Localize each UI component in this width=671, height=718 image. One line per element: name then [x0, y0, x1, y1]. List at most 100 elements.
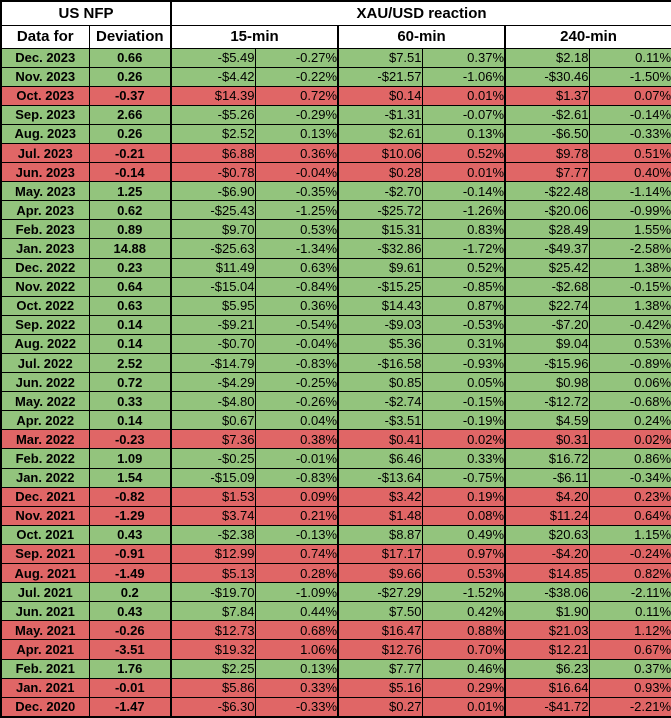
- month-cell: Jan. 2022: [0, 467, 90, 488]
- r60-usd-cell: -$2.74: [337, 391, 423, 412]
- r240-pct-cell: 0.11%: [588, 601, 671, 622]
- deviation-cell: 0.26: [88, 123, 172, 144]
- deviation-cell: 0.43: [88, 601, 172, 622]
- r240-pct-cell: 0.51%: [588, 142, 671, 164]
- r15-pct-cell: 0.13%: [254, 123, 339, 144]
- r15-usd-cell: -$5.49: [170, 47, 256, 68]
- r15-usd-cell: -$25.63: [170, 238, 256, 259]
- r240-pct-cell: 0.64%: [588, 505, 671, 526]
- r240-pct-cell: 1.55%: [588, 219, 671, 240]
- deviation-cell: 0.72: [88, 372, 172, 393]
- r15-pct-cell: 0.13%: [254, 658, 339, 679]
- r60-usd-cell: $8.87: [337, 524, 423, 545]
- r240-usd-cell: $6.23: [504, 658, 590, 679]
- deviation-cell: 1.25: [88, 181, 172, 202]
- r60-pct-cell: -0.85%: [421, 276, 506, 297]
- r15-usd-cell: -$4.29: [170, 372, 256, 393]
- r240-pct-cell: 0.40%: [588, 162, 671, 183]
- month-cell: Mar. 2022: [0, 429, 90, 450]
- month-cell: Aug. 2021: [0, 563, 90, 584]
- table-row: Jan. 2022 1.54 -$15.09 -0.83% -$13.64 -0.75% -…: [0, 467, 671, 488]
- r15-pct-cell: -0.13%: [254, 524, 339, 545]
- month-cell: Nov. 2022: [0, 276, 90, 297]
- r60-pct-cell: 0.05%: [421, 372, 506, 393]
- r60-usd-cell: -$2.70: [337, 181, 423, 202]
- r240-pct-cell: -0.15%: [588, 276, 671, 297]
- table-row: Dec. 2022 0.23 $11.49 0.63% $9.61 0.52% $25.42…: [0, 257, 671, 278]
- table-row: Aug. 2021 -1.49 $5.13 0.28% $9.66 0.53% $14.85…: [0, 563, 671, 584]
- r60-usd-cell: $0.28: [337, 162, 423, 183]
- r240-pct-cell: 1.12%: [588, 620, 671, 641]
- r240-pct-cell: -0.33%: [588, 123, 671, 144]
- r60-usd-cell: $9.66: [337, 563, 423, 584]
- table-row: Apr. 2023 0.62 -$25.43 -1.25% -$25.72 -1.26% -…: [0, 200, 671, 221]
- r60-pct-cell: 0.13%: [421, 123, 506, 144]
- r15-pct-cell: 0.63%: [254, 257, 339, 278]
- month-cell: Jun. 2021: [0, 601, 90, 622]
- deviation-cell: -0.01: [88, 677, 172, 698]
- r240-pct-cell: -1.50%: [588, 66, 671, 87]
- deviation-cell: 0.63: [88, 295, 172, 316]
- r240-pct-cell: -0.14%: [588, 104, 671, 125]
- r240-usd-cell: $14.85: [504, 563, 590, 584]
- table-row: Jul. 2022 2.52 -$14.79 -0.83% -$16.58 -0.93% -…: [0, 352, 671, 374]
- r60-pct-cell: 0.01%: [421, 85, 506, 106]
- r15-usd-cell: -$19.70: [170, 582, 256, 603]
- r60-usd-cell: $3.42: [337, 486, 423, 507]
- r240-usd-cell: $1.37: [504, 85, 590, 106]
- r15-pct-cell: 0.36%: [254, 295, 339, 316]
- r60-usd-cell: $16.47: [337, 620, 423, 641]
- r240-pct-cell: 0.86%: [588, 448, 671, 469]
- r240-usd-cell: -$2.68: [504, 276, 590, 297]
- month-cell: Oct. 2021: [0, 524, 90, 545]
- r15-pct-cell: -0.26%: [254, 391, 339, 412]
- r15-usd-cell: $1.53: [170, 486, 256, 507]
- month-cell: Dec. 2020: [0, 696, 90, 718]
- month-cell: Nov. 2023: [0, 66, 90, 87]
- table-header: US NFP XAU/USD reaction Data for Deviati…: [0, 0, 671, 49]
- r15-pct-cell: -1.34%: [254, 238, 339, 259]
- r240-pct-cell: -0.89%: [588, 352, 671, 374]
- r15-usd-cell: -$4.80: [170, 391, 256, 412]
- r15-usd-cell: $11.49: [170, 257, 256, 278]
- r60-usd-cell: $17.17: [337, 543, 423, 565]
- r60-usd-cell: $2.61: [337, 123, 423, 144]
- r60-usd-cell: -$16.58: [337, 352, 423, 374]
- r15-pct-cell: 0.09%: [254, 486, 339, 507]
- month-cell: Oct. 2022: [0, 295, 90, 316]
- r240-usd-cell: -$7.20: [504, 314, 590, 335]
- r15-usd-cell: $7.36: [170, 429, 256, 450]
- r60-pct-cell: 0.52%: [421, 142, 506, 164]
- month-cell: Dec. 2021: [0, 486, 90, 507]
- deviation-cell: 0.2: [88, 582, 172, 603]
- r60-pct-cell: 0.88%: [421, 620, 506, 641]
- table-row: Feb. 2023 0.89 $9.70 0.53% $15.31 0.83% $28.49…: [0, 219, 671, 240]
- r60-pct-cell: 0.19%: [421, 486, 506, 507]
- deviation-cell: -0.26: [88, 620, 172, 641]
- r60-pct-cell: 0.46%: [421, 658, 506, 679]
- r15-usd-cell: $19.32: [170, 639, 256, 660]
- table-row: Dec. 2023 0.66 -$5.49 -0.27% $7.51 0.37% $2.18…: [0, 47, 671, 68]
- month-cell: Feb. 2021: [0, 658, 90, 679]
- r240-usd-cell: $0.98: [504, 372, 590, 393]
- table-row: May. 2021 -0.26 $12.73 0.68% $16.47 0.88% $21.…: [0, 620, 671, 641]
- r60-usd-cell: -$15.25: [337, 276, 423, 297]
- deviation-cell: 0.66: [88, 47, 172, 68]
- table-row: Jun. 2021 0.43 $7.84 0.44% $7.50 0.42% $1.90 0.…: [0, 601, 671, 622]
- r60-usd-cell: $0.14: [337, 85, 423, 106]
- us-nfp-group-header: US NFP: [0, 0, 172, 26]
- deviation-cell: 2.52: [88, 352, 172, 374]
- r15-usd-cell: -$6.90: [170, 181, 256, 202]
- r240-pct-cell: 1.15%: [588, 524, 671, 545]
- r15-usd-cell: -$0.70: [170, 333, 256, 355]
- r15-usd-cell: -$4.42: [170, 66, 256, 87]
- r240-usd-cell: $4.59: [504, 410, 590, 431]
- r240-usd-cell: $28.49: [504, 219, 590, 240]
- month-cell: Apr. 2023: [0, 200, 90, 221]
- r15-usd-cell: $5.86: [170, 677, 256, 698]
- table-row: Oct. 2022 0.63 $5.95 0.36% $14.43 0.87% $22.74…: [0, 295, 671, 316]
- month-cell: Jun. 2023: [0, 162, 90, 183]
- r60-pct-cell: -0.07%: [421, 104, 506, 125]
- r15-usd-cell: $3.74: [170, 505, 256, 526]
- month-cell: Jul. 2022: [0, 352, 90, 374]
